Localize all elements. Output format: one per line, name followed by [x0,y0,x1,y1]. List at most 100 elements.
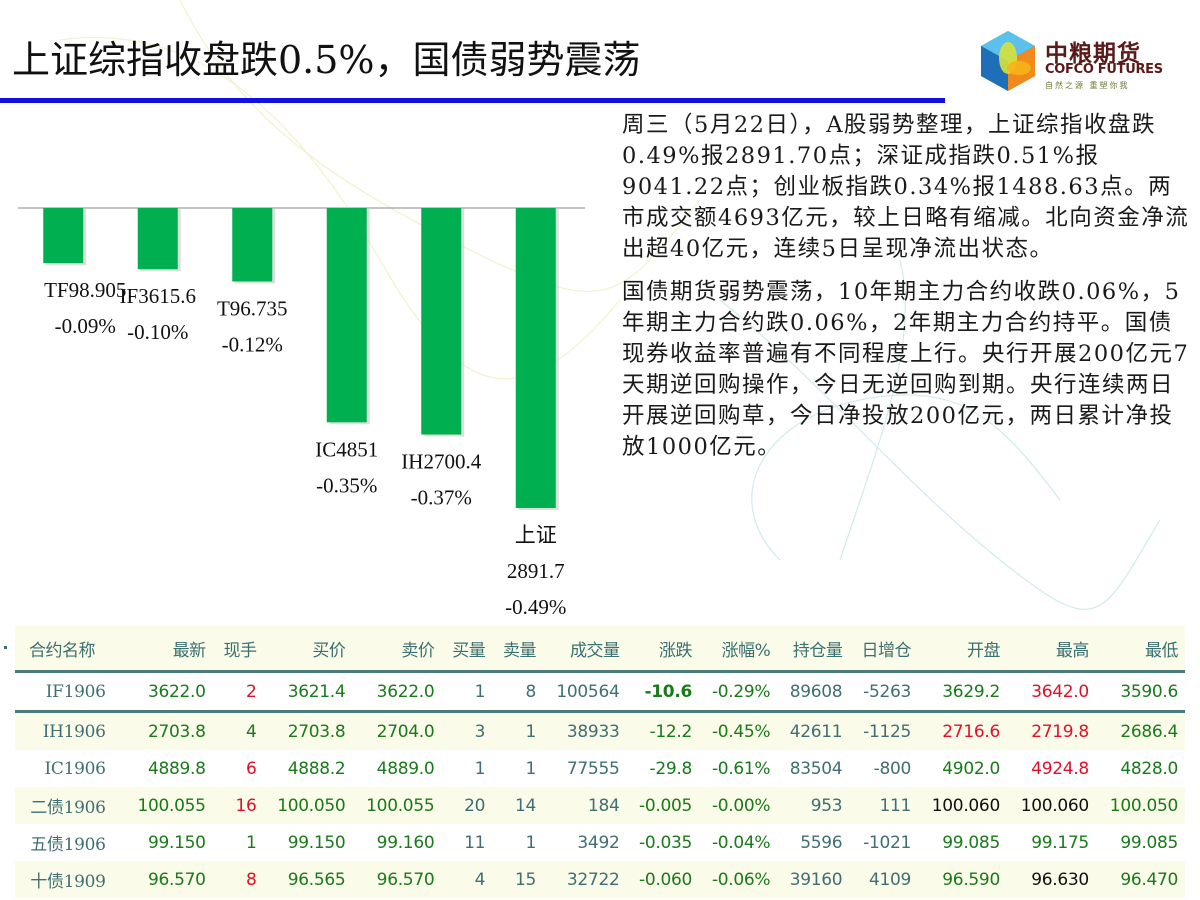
logo-english-name: COFCO FUTURES [1045,62,1163,77]
bar-value-label: -0.49% [505,595,566,619]
quote-cell: -5263 [849,671,919,713]
column-header[interactable]: 开盘 [918,626,1007,673]
column-header[interactable]: 买价 [263,626,353,673]
column-header[interactable]: 持仓量 [777,626,850,673]
quote-cell: -29.8 [649,758,693,779]
column-header[interactable]: 成交量 [543,626,627,673]
table-row[interactable]: IH1906 2703.8 4 2703.8 2704.0 3 1 38933 -12.2 -0.… [15,711,1185,750]
quote-cell: 100.060 [1006,787,1096,824]
quote-cell: 100.060 [918,787,1007,824]
contract-name-cell: 五债1906 [30,835,106,855]
quote-cell: 15 [492,861,544,898]
quote-cell: 100.055 [352,787,442,824]
title-underline [0,98,945,103]
quote-cell: 2703.8 [263,711,353,750]
quote-cell: -1021 [863,832,912,853]
quote-cell: -0.035 [638,832,692,853]
quote-cell: 2704.0 [352,711,442,750]
column-header[interactable]: 最新 [123,626,213,673]
table-row[interactable]: 二债1906 100.055 16 100.050 100.055 20 14 184 -0.0… [15,787,1185,824]
quote-cell: -0.61% [711,758,771,779]
column-header[interactable]: 最低 [1095,626,1185,673]
quote-cell: 184 [543,787,627,824]
quote-cell: -0.29% [699,671,778,713]
bar-5 [515,208,556,508]
quote-cell: 1 [492,711,544,750]
quote-cell: 953 [777,787,850,824]
bar-value-label: -0.37% [411,486,472,510]
quote-cell: 4 [441,861,493,898]
quote-cell: 3622.0 [352,671,442,713]
table-row[interactable]: 十债1909 96.570 8 96.565 96.570 4 15 32722 -0.060-… [15,861,1185,898]
table-row[interactable]: IC1906 4889.8 6 4888.2 4889.0 1 1 77555 -29.8 -0.… [15,750,1185,787]
table-header-row: 合约名称 最新 现手 买价 卖价 买量 卖量 成交量 涨跌 涨幅% 持仓量 日增仓 开盘 最高 最低 [15,626,1185,673]
quote-cell: -0.00% [699,787,778,824]
column-header[interactable]: 合约名称 [15,626,124,673]
quote-cell: 96.570 [123,861,213,898]
column-header[interactable]: 涨幅% [699,626,778,673]
quote-cell: -0.45% [699,711,778,750]
contract-name-cell: 十债1909 [15,861,124,898]
quote-cell: 16 [212,787,264,824]
quote-cell: 39160 [777,861,850,898]
quote-cell: 2686.4 [1095,711,1185,750]
quote-cell: 77555 [566,758,620,779]
quote-cell: 3622.0 [123,671,213,713]
quote-cell: 6 [245,758,257,779]
bar-2 [232,208,273,282]
quote-cell: 1 [474,758,486,779]
table-row[interactable]: 五债1906 99.150 1 99.150 99.160 11 1 3492 -0.035 -0… [15,824,1185,861]
quote-cell: 32722 [543,861,627,898]
quote-cell: 4889.0 [376,758,435,779]
column-header[interactable]: 日增仓 [849,626,919,673]
quote-cell: -0.060 [626,861,699,898]
bar-category-label: TF98.905 [44,278,126,302]
bar-value-label: -0.35% [316,473,377,497]
quote-cell: 99.085 [1120,832,1178,853]
column-header[interactable]: 现手 [212,626,264,673]
quote-cell: -0.04% [711,832,771,853]
logo-chinese-name: 中粮期货 [1045,41,1141,67]
column-header[interactable]: 买量 [441,626,493,673]
contract-name-cell: IF1906 [15,671,124,713]
bar-value-label: -0.10% [127,320,188,344]
quote-cell: 3642.0 [1006,671,1096,713]
quote-cell: 96.565 [263,861,353,898]
quote-cell: 2719.8 [1006,711,1096,750]
quote-cell: 14 [492,787,544,824]
bar-category-label: T96.735 [217,296,288,320]
quote-cell: 3629.2 [918,671,1007,713]
quote-cell: 11 [464,832,486,853]
quote-cell: 38933 [543,711,627,750]
column-header[interactable]: 卖量 [492,626,544,673]
quote-cell: 99.150 [287,832,346,853]
quote-cell: 2 [212,671,264,713]
cube-logo-icon [981,31,1035,91]
column-header[interactable]: 卖价 [352,626,442,673]
quote-cell: 1 [525,832,537,853]
table-row[interactable]: IF1906 3622.0 2 3621.4 3622.0 1 8 100564 -10.6 -0… [15,671,1185,713]
company-logo: 中粮期货 COFCO FUTURES 自然之源 重塑你我 [975,28,1185,96]
quote-cell: -12.2 [626,711,699,750]
quote-cell: 100564 [543,671,627,713]
bar-value-label: -0.09% [55,314,116,338]
quote-cell: 8 [212,861,264,898]
quote-cell: 4 [212,711,264,750]
bar-category-label: IF3615.6 [120,284,196,308]
column-header[interactable]: 最高 [1006,626,1096,673]
quote-cell: 4902.0 [942,758,1000,779]
commentary-equity-paragraph: 周三（5月22日），A股弱势整理，上证综指收盘跌0.49%报2891.70点；深… [622,112,1190,262]
bar-category-label: IC4851 [315,437,378,461]
quote-cell: 4924.8 [1031,758,1089,779]
bar-chart-canvas: TF98.905 -0.09%IF3615.6 -0.10% T96.735 -0.12… [18,207,585,619]
bar-category-label: IH2700.4 [401,450,481,474]
quote-cell: 4888.2 [287,758,346,779]
bar-0 [43,208,84,264]
quote-cell: 8 [492,671,544,713]
quote-cell: 96.570 [352,861,442,898]
quote-cell: 96.470 [1095,861,1185,898]
bar-1 [137,208,178,270]
column-header[interactable]: 涨跌 [626,626,699,673]
quote-cell: 4889.8 [147,758,206,779]
quote-cell: 99.160 [376,832,435,853]
